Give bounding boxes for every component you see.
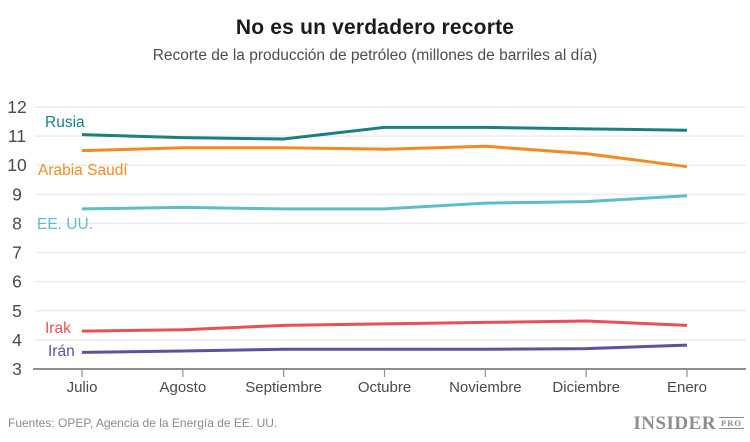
oil-production-line-chart: 3 4 5 6 7 8 9 10 11 12 Julio Agosto Septiembre Octubr… bbox=[0, 95, 750, 407]
y-axis-tick-label: 9 bbox=[12, 184, 22, 204]
series-line-3 bbox=[81, 319, 688, 333]
series-label-2: EE. UU. bbox=[37, 216, 93, 233]
y-axis-tick-label: 6 bbox=[12, 272, 22, 292]
chart-subtitle: Recorte de la producción de petróleo (mi… bbox=[152, 47, 598, 64]
y-axis-tick-label: 8 bbox=[12, 213, 22, 233]
x-axis-month-label: Noviembre bbox=[449, 379, 522, 396]
x-axis-month-label: Agosto bbox=[159, 379, 206, 396]
series-label-3: Irak bbox=[45, 320, 71, 337]
insider-logo-text: INSIDER bbox=[633, 412, 717, 434]
x-axis-month-label: Diciembre bbox=[552, 379, 620, 396]
x-axis-month-label: Enero bbox=[667, 379, 707, 396]
insiderpro-logo: INSIDER PRO bbox=[633, 414, 744, 433]
chart-footer: Fuentes: OPEP, Agencia de la Energía de … bbox=[8, 411, 744, 435]
series-label-1: Arabia Saudí bbox=[38, 162, 128, 179]
y-axis-tick-label: 3 bbox=[12, 359, 22, 379]
y-axis-tick-label: 12 bbox=[7, 97, 26, 117]
x-axis-month-label: Septiembre bbox=[245, 379, 322, 396]
series-label-4: Irán bbox=[48, 343, 75, 360]
series-line-0 bbox=[81, 125, 688, 141]
y-axis-tick-label: 7 bbox=[12, 243, 22, 263]
y-axis-tick-label: 10 bbox=[7, 155, 27, 175]
x-axis-month-label: Octubre bbox=[358, 379, 411, 396]
x-axis-month-label: Julio bbox=[67, 379, 98, 396]
series-label-0: Rusia bbox=[45, 114, 85, 131]
chart-title: No es un verdadero recorte bbox=[235, 16, 515, 39]
y-axis-tick-label: 4 bbox=[12, 330, 22, 350]
series-line-4 bbox=[81, 343, 688, 354]
y-axis-tick-label: 11 bbox=[8, 126, 26, 146]
source-note: Fuentes: OPEP, Agencia de la Energía de … bbox=[8, 416, 278, 430]
series-line-1 bbox=[81, 144, 688, 169]
series-line-2 bbox=[81, 194, 688, 211]
line-chart-svg: 3 4 5 6 7 8 9 10 11 12 Julio Agosto Septiembre Octubr… bbox=[7, 97, 746, 396]
insider-logo-pro-badge: PRO bbox=[719, 416, 744, 430]
y-axis-tick-label: 5 bbox=[12, 301, 22, 321]
